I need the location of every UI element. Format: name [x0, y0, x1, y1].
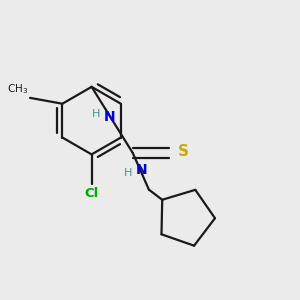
Text: N: N — [136, 164, 148, 177]
Text: Cl: Cl — [85, 187, 99, 200]
Text: CH$_3$: CH$_3$ — [8, 82, 29, 96]
Text: H: H — [123, 168, 132, 178]
Text: N: N — [103, 110, 115, 124]
Text: S: S — [178, 144, 189, 159]
Text: H: H — [92, 109, 100, 119]
